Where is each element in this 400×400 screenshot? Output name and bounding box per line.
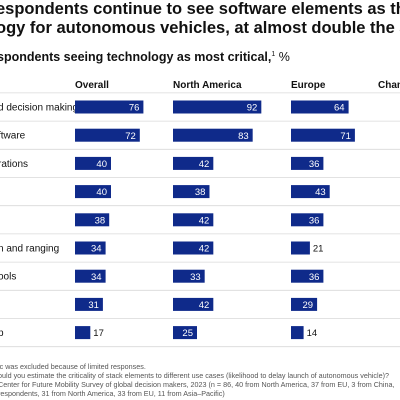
bar-value-label: 76 [129, 103, 140, 114]
bar-europe [291, 185, 330, 199]
bar-value-label: 42 [199, 159, 210, 170]
footnote-1: ic was excluded because of limited respo… [0, 362, 146, 371]
bar-north-america [173, 100, 262, 114]
category-label: n and ranging [0, 244, 59, 255]
bar-europe [291, 241, 310, 255]
bar-value-label: 33 [190, 272, 201, 283]
category-label: rations [0, 159, 28, 170]
category-label: d decision making [0, 103, 78, 114]
footnote-2: ould you estimate the criticality of sta… [0, 371, 389, 380]
bar-value-label: 36 [309, 272, 320, 283]
bar-north-america [173, 269, 205, 283]
column-header-overall: Overall [75, 80, 109, 91]
bar-value-label: 42 [199, 244, 210, 255]
bar-overall [75, 156, 111, 170]
title-line-2: ogy for autonomous vehicles, at almost d… [0, 19, 400, 37]
bar-north-america [173, 128, 253, 142]
bar-north-america [173, 297, 214, 311]
bar-value-label: 36 [309, 159, 320, 170]
chart-subtitle: spondents seeing technology as most crit… [0, 50, 290, 64]
bar-north-america [173, 241, 214, 255]
column-header-europe: Europe [291, 80, 326, 91]
bar-europe [291, 128, 355, 142]
bar-value-label: 64 [334, 103, 345, 114]
category-label: ftware [0, 131, 26, 142]
bar-overall [75, 185, 111, 199]
title-line-1: espondents continue to see software elem… [0, 0, 400, 18]
bar-value-label: 36 [309, 215, 320, 226]
bar-value-label: 38 [195, 187, 206, 198]
bar-north-america [173, 156, 214, 170]
category-label: ools [0, 272, 16, 283]
bar-value-label: 29 [303, 300, 314, 311]
subtitle-footnote-marker: 1 [271, 50, 276, 58]
bar-overall [75, 326, 91, 340]
column-header-north-america: North America [173, 80, 242, 91]
category-label: p [0, 328, 4, 339]
bar-value-label: 34 [91, 244, 102, 255]
bar-value-label: 31 [88, 300, 99, 311]
bar-europe [291, 297, 318, 311]
footnote-3: Center for Future Mobility Survey of glo… [0, 380, 395, 389]
bar-value-label: 34 [91, 272, 102, 283]
bar-value-label: 17 [93, 328, 104, 339]
bar-europe [291, 326, 304, 340]
bar-overall [75, 213, 110, 227]
bar-overall [75, 100, 144, 114]
bar-north-america [173, 213, 214, 227]
subtitle-text: spondents seeing technology as most crit… [0, 50, 272, 64]
bar-north-america [173, 185, 210, 199]
subtitle-unit: % [275, 50, 290, 64]
chart-title: espondents continue to see software elem… [0, 0, 400, 48]
bar-value-label: 83 [238, 131, 249, 142]
footnotes: ic was excluded because of limited respo… [0, 362, 400, 400]
bar-value-label: 72 [125, 131, 136, 142]
bar-value-label: 21 [313, 244, 324, 255]
column-header-change: Chan [378, 80, 400, 91]
bar-europe [291, 156, 324, 170]
bar-value-label: 40 [96, 187, 107, 198]
footnote-4: respondents, 31 from North America, 33 f… [0, 389, 225, 398]
bar-value-label: 42 [199, 215, 210, 226]
bar-value-label: 38 [95, 215, 106, 226]
bar-value-label: 43 [315, 187, 326, 198]
bar-value-label: 14 [307, 328, 318, 339]
bar-value-label: 71 [340, 131, 351, 142]
bar-europe [291, 100, 349, 114]
bar-value-label: 40 [96, 159, 107, 170]
bar-value-label: 42 [199, 300, 210, 311]
bar-overall [75, 297, 103, 311]
bar-overall [75, 269, 106, 283]
bar-value-label: 92 [247, 103, 258, 114]
bar-value-label: 25 [182, 328, 193, 339]
bar-europe [291, 213, 324, 227]
bar-overall [75, 241, 106, 255]
bar-europe [291, 269, 324, 283]
bar-overall [75, 128, 140, 142]
bar-north-america [173, 326, 197, 340]
